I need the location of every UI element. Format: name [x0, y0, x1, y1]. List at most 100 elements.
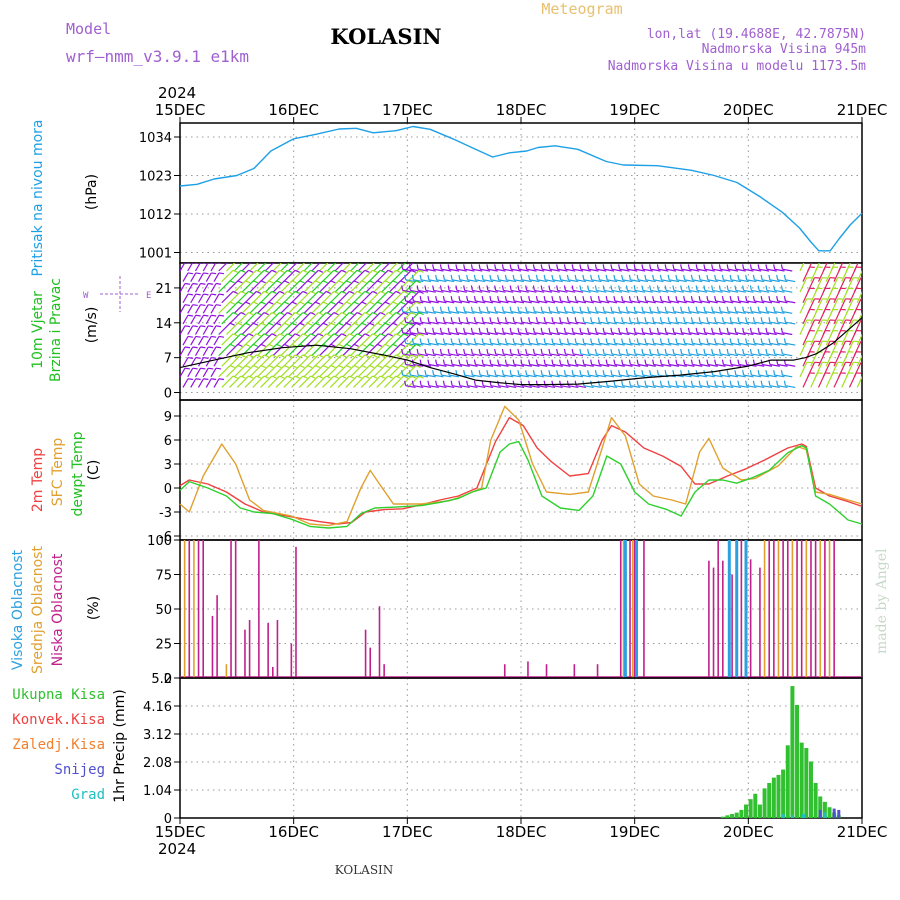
wind-barb [573, 289, 584, 293]
wind-barb [666, 289, 677, 293]
wind-barb [545, 321, 556, 325]
wind-barb-flag [497, 274, 500, 280]
wind-barb-flag [408, 364, 414, 369]
wind-barb [376, 312, 389, 325]
wind-barb-flag [566, 338, 569, 344]
wind-barb [329, 269, 342, 283]
wind-barb-flag [248, 312, 254, 316]
wind-barb-flag [486, 370, 489, 376]
wind-barb-flag [540, 306, 543, 312]
wind-barb-flag [208, 304, 214, 307]
wind-barb [511, 332, 522, 336]
wind-barb [291, 291, 304, 304]
wind-barb-flag [401, 285, 404, 291]
wind-barb [627, 353, 638, 357]
wind-barb-flag [714, 359, 717, 365]
wind-barb-flag [752, 317, 755, 323]
wind-barb-flag [200, 367, 206, 370]
wind-barb-flag [633, 306, 636, 312]
wind-barb-flag [594, 264, 597, 270]
wind-barb-flag [672, 327, 675, 333]
wind-barb-flag [215, 304, 222, 307]
wind-barb [433, 289, 444, 293]
wind-barb-flag [287, 312, 293, 316]
wind-barb [194, 263, 201, 272]
wind-barb [526, 353, 537, 357]
wind-barb-flag [745, 380, 748, 386]
wind-barb-flag [287, 290, 293, 294]
wind-barb-flag [333, 333, 339, 337]
wind-barb [498, 279, 509, 283]
wind-barb-flag [411, 333, 417, 337]
wind-barb-flag [478, 370, 481, 376]
wind-barb [669, 279, 680, 283]
wind-barb [619, 374, 630, 378]
wind-barb [738, 300, 749, 304]
wind-barb-flag [478, 348, 481, 355]
wind-barb [841, 330, 850, 346]
wind-barb-flag [520, 295, 523, 302]
wind-barb [676, 321, 687, 325]
wind-barb [707, 279, 718, 283]
wind-barb-flag [579, 264, 582, 270]
wind-barb [353, 333, 366, 346]
wind-barb [707, 321, 718, 325]
wind-barb-flag [287, 269, 293, 273]
wind-barb-flag [656, 285, 659, 291]
precip-bar-total [762, 788, 767, 818]
wind-barb-flag [659, 295, 662, 302]
ytick-label: 0 [164, 482, 172, 497]
wind-barb [267, 269, 280, 283]
wind-barb-flag [742, 327, 745, 333]
wind-barb [311, 301, 324, 314]
wind-barb-flag [667, 274, 670, 280]
wind-barb-flag [229, 280, 235, 284]
wind-barb [607, 342, 618, 346]
wind-barb-flag [458, 380, 461, 386]
wind-barb-flag [652, 274, 655, 280]
wind-barb-flag [749, 327, 752, 333]
wind-barb-flag [411, 269, 417, 273]
wind-barb [743, 353, 754, 357]
wind-barb [723, 385, 734, 389]
wind-barb [314, 333, 327, 346]
wind-barb [368, 333, 381, 346]
wind-barb-flag [418, 375, 424, 379]
wind-barb-flag [752, 295, 755, 302]
wind-barb [241, 263, 251, 272]
wind-barb [738, 385, 749, 389]
wind-barb-flag [571, 285, 574, 291]
temp-line-dewpt [179, 440, 863, 529]
wind-barb-flag [427, 359, 430, 365]
wind-barb-flag [411, 380, 414, 386]
wind-barb-flag [737, 380, 740, 386]
time-label-bottom: 15DEC [155, 823, 206, 841]
wind-barb-flag [419, 380, 422, 386]
wind-barb [275, 354, 288, 367]
wind-barb [774, 353, 785, 357]
wind-barb-flag [246, 260, 251, 262]
wind-barb [802, 266, 811, 282]
wind-barb [368, 291, 381, 304]
wind-barb-flag [473, 359, 476, 365]
elevation-model-label: Nadmorska Visina u modelu 1173.5m [608, 59, 866, 74]
wind-barb-flag [322, 280, 328, 284]
wind-barb [381, 280, 394, 293]
wind-barb [825, 287, 834, 304]
wind-barb [360, 333, 373, 346]
wind-barb-flag [481, 338, 484, 344]
wind-barb [697, 311, 708, 314]
wind-barb-flag [628, 359, 631, 365]
wind-barb-flag [540, 370, 543, 376]
wind-barb [766, 353, 777, 357]
precip-bar-total [767, 783, 772, 818]
wind-barb [735, 311, 746, 314]
wind-barb-flag [528, 274, 531, 280]
wind-barb-flag [618, 264, 621, 270]
wind-barb-flag [656, 306, 659, 312]
wind-barb-flag [649, 306, 652, 312]
wind-barb-flag [466, 359, 469, 365]
wind-barb-flag [520, 338, 523, 344]
wind-barb-flag [450, 295, 453, 302]
wind-barb-flag [416, 306, 419, 312]
